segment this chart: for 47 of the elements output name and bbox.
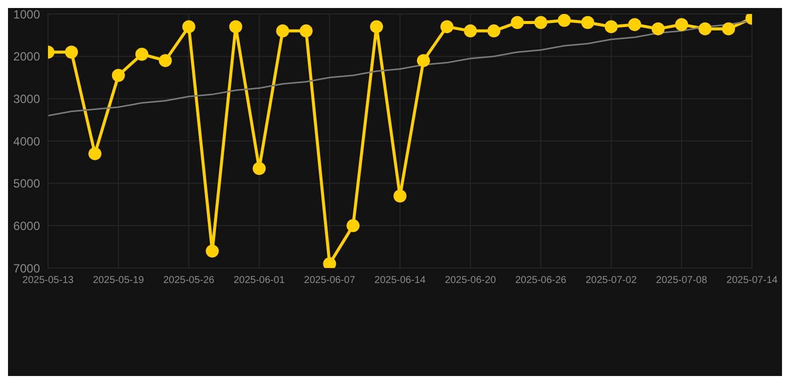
y-tick-label: 5000 [13, 176, 40, 191]
y-tick-label: 1000 [13, 7, 40, 22]
point [252, 162, 266, 176]
point [112, 68, 125, 82]
point [440, 20, 454, 34]
x-tick-label: 2025-06-07 [304, 275, 356, 286]
x-tick-label: 2025-05-19 [92, 275, 144, 286]
point [416, 54, 430, 68]
x-tick-label: 2025-07-14 [726, 275, 778, 286]
y-tick-label: 3000 [13, 92, 40, 106]
x-tick-label: 2025-06-14 [374, 275, 426, 286]
x-tick-label: 2025-05-26 [163, 275, 215, 286]
y-tick-label: 6000 [13, 218, 40, 233]
point [581, 16, 594, 29]
y-tick-label: 2000 [13, 50, 40, 64]
point [394, 190, 406, 203]
x-tick-label: 2025-06-20 [444, 275, 496, 286]
x-tick-label: 2025-05-13 [22, 275, 74, 286]
point [300, 24, 313, 38]
point [558, 14, 571, 27]
y-tick-label: 4000 [13, 134, 40, 148]
point [229, 20, 242, 34]
x-tick-label: 2025-07-02 [586, 275, 638, 286]
x-tick-label: 2025-07-08 [656, 275, 708, 286]
point [510, 16, 524, 29]
point [88, 147, 102, 160]
point [64, 46, 78, 59]
point [158, 54, 172, 68]
point [464, 24, 477, 38]
point [628, 18, 642, 32]
x-tick-label: 2025-06-01 [234, 275, 286, 286]
point [604, 20, 618, 34]
x-tick-label: 2025-06-26 [515, 275, 567, 286]
point [534, 16, 548, 29]
point [206, 244, 219, 258]
point [652, 22, 665, 36]
point [487, 24, 500, 38]
point [346, 219, 360, 232]
point [182, 20, 196, 34]
point [722, 22, 736, 36]
point [370, 20, 384, 34]
y-tick-label: 7000 [13, 261, 40, 276]
point [675, 18, 688, 32]
point [698, 22, 712, 36]
point [323, 257, 336, 268]
point [276, 24, 290, 38]
point [135, 48, 148, 61]
